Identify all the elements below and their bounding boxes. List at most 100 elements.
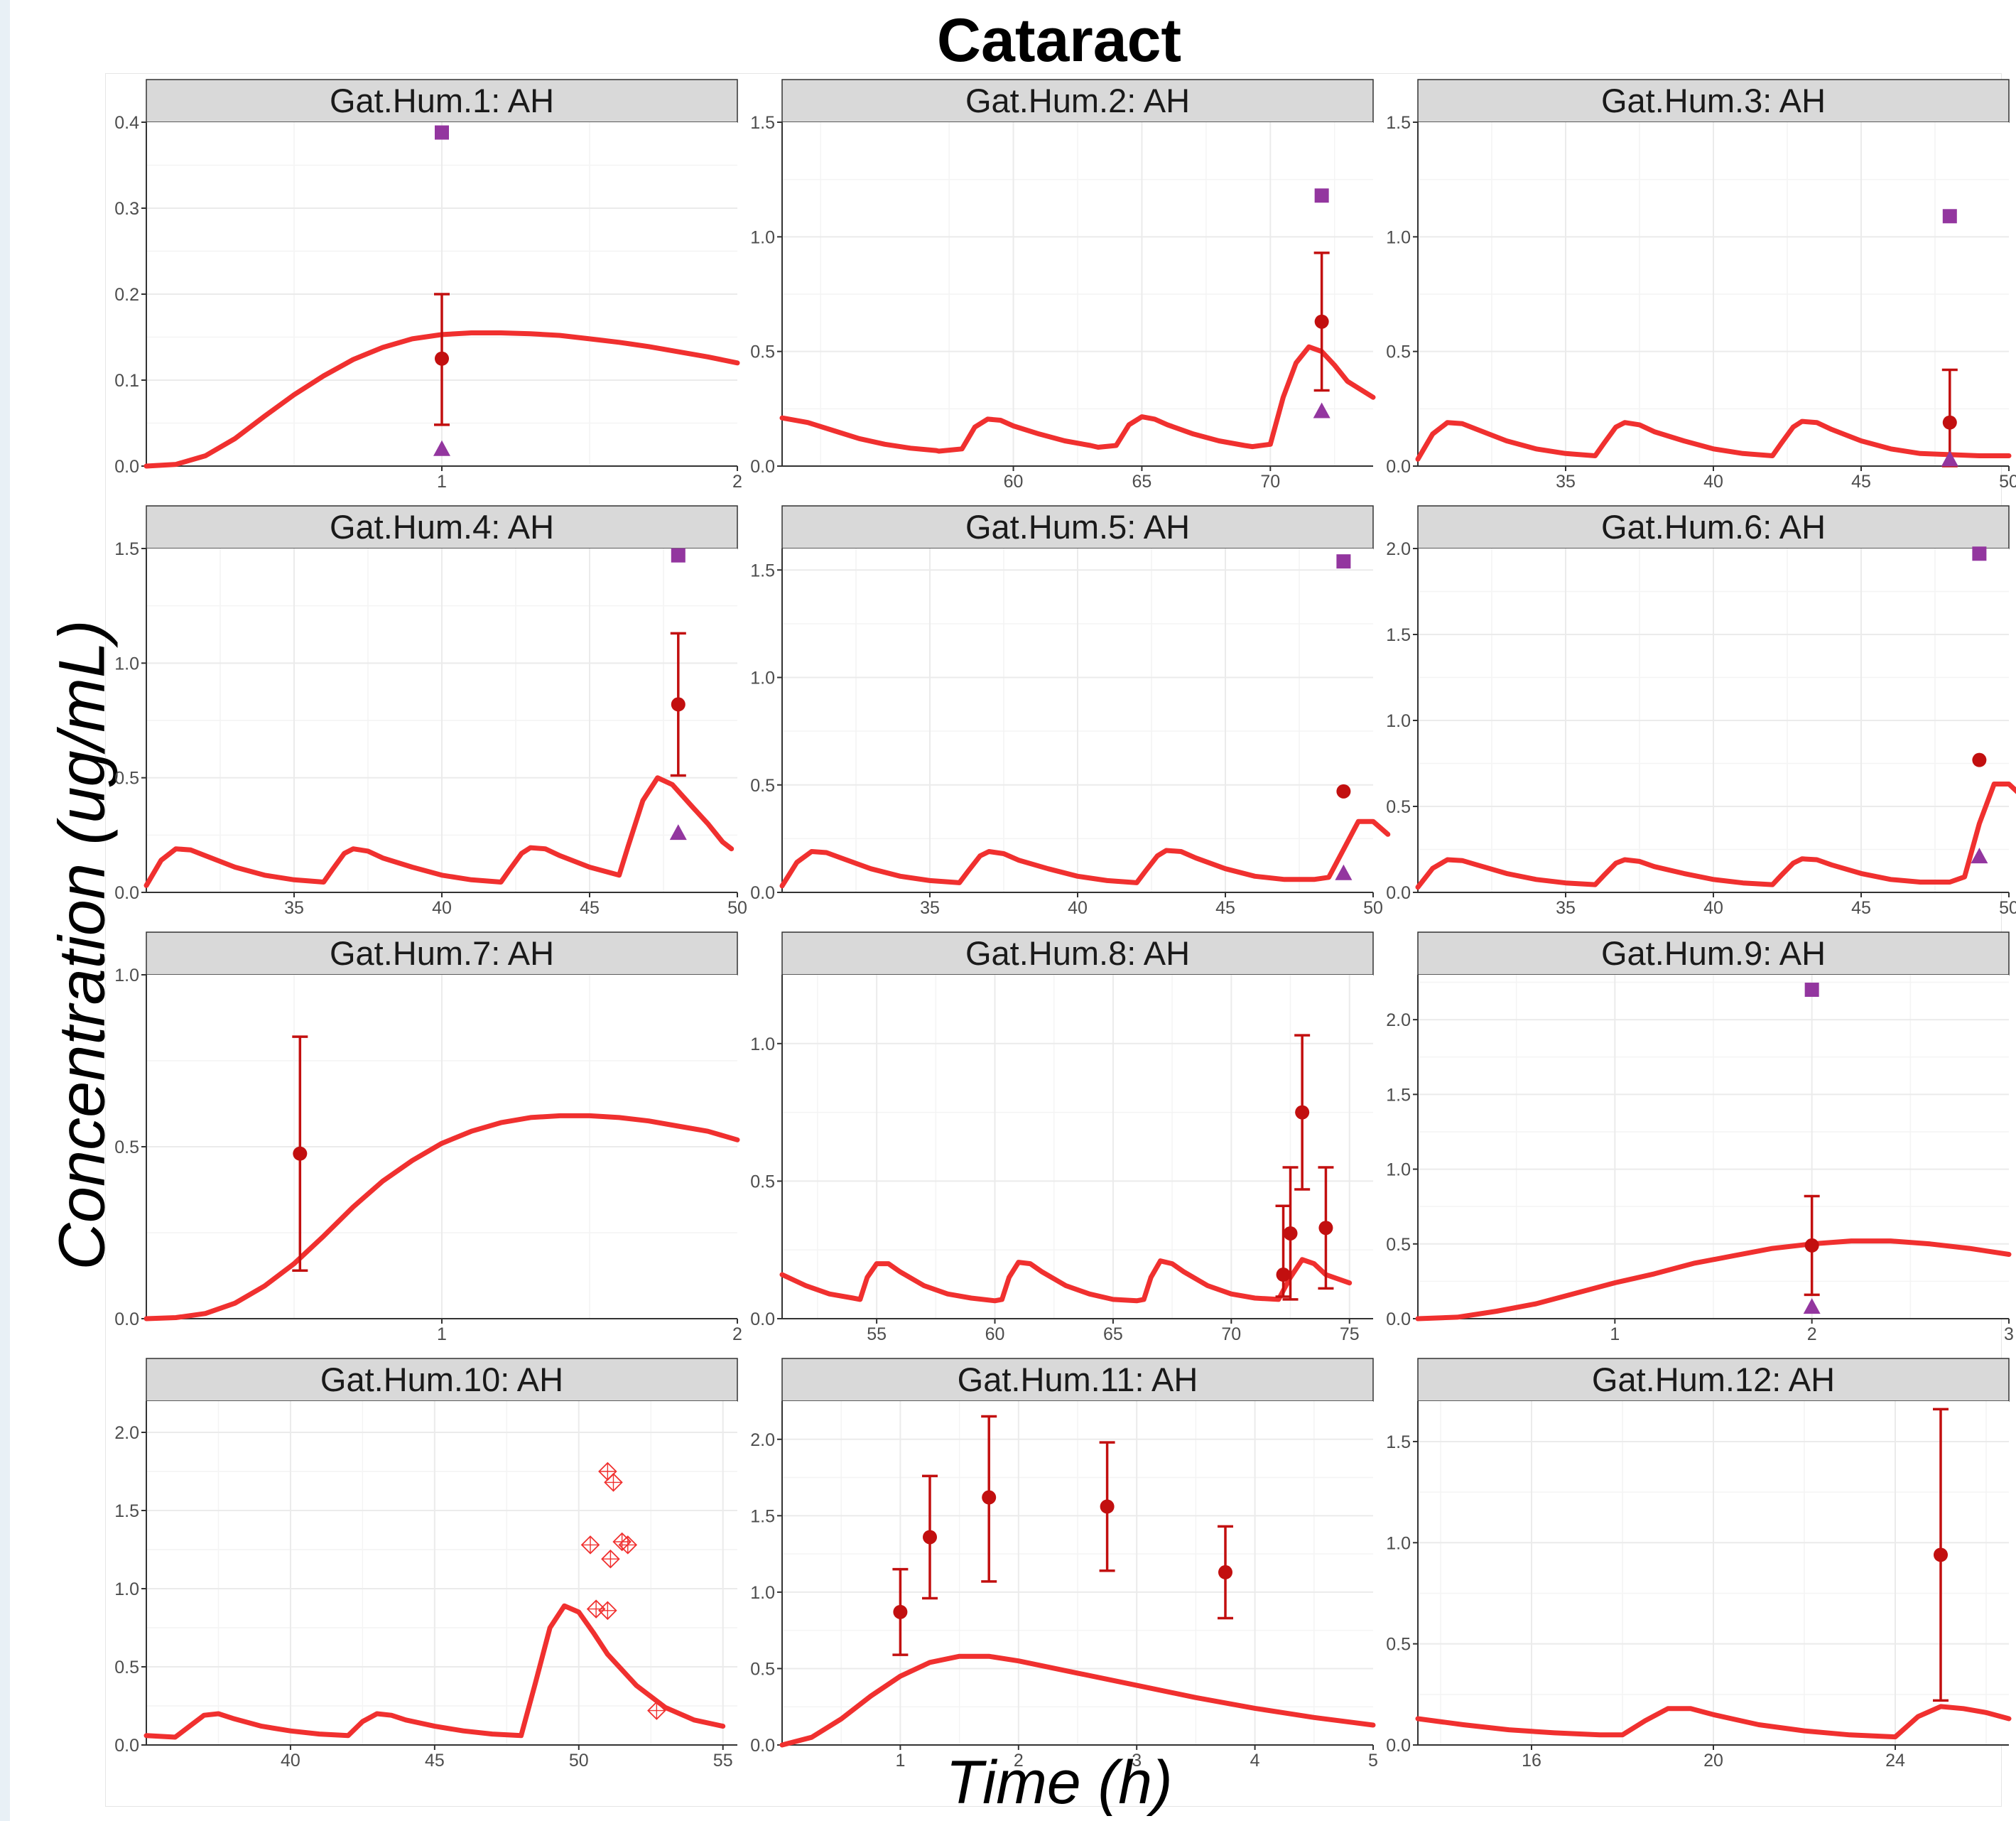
x-tick-label: 35 <box>1556 472 1576 492</box>
y-tick-label: 0.5 <box>750 1172 775 1192</box>
facet-strip <box>1417 505 2010 549</box>
chart-title: Cataract <box>936 6 1182 75</box>
x-tick-label: 40 <box>281 1751 300 1771</box>
observed-point <box>1942 415 1957 430</box>
observed-point <box>1972 752 1987 767</box>
facet-strip <box>781 505 1374 549</box>
x-tick-label: 50 <box>569 1751 589 1771</box>
observed-point <box>1276 1268 1291 1282</box>
y-tick-label: 0.5 <box>750 1659 775 1679</box>
simulation-line <box>143 775 735 888</box>
y-tick-label: 1.0 <box>114 654 139 674</box>
x-tick-label: 3 <box>1132 1751 1142 1771</box>
x-tick-label: 70 <box>1260 472 1280 492</box>
x-tick-label: 55 <box>867 1324 887 1344</box>
facet-strip <box>781 1358 1374 1402</box>
min-triangle-marker <box>1941 450 1958 467</box>
facet-strip <box>146 505 738 549</box>
facet-strip <box>1417 79 2010 123</box>
facet-panel: Gat.Hum.5: AH 35 40 45 50 0.0 0.5 1.0 1.5 <box>750 505 1391 918</box>
x-tick-label: 40 <box>1068 898 1088 918</box>
y-tick-label: 1.5 <box>1386 113 1411 133</box>
x-tick-label: 35 <box>284 898 304 918</box>
x-tick-label: 45 <box>580 898 600 918</box>
simulation-line <box>1415 418 2012 462</box>
simulation-line <box>1415 1238 2012 1322</box>
facet-strip <box>146 931 738 976</box>
y-tick-label: 0.0 <box>114 1736 139 1756</box>
x-tick-label: 60 <box>985 1324 1005 1344</box>
min-triangle-marker <box>433 440 450 456</box>
y-tick-label: 0.0 <box>114 457 139 477</box>
facet-strip <box>146 79 738 123</box>
x-tick-label: 20 <box>1703 1751 1723 1771</box>
x-tick-label: 50 <box>1363 898 1383 918</box>
observed-point <box>293 1146 308 1161</box>
y-tick-label: 0.0 <box>114 883 139 903</box>
x-tick-label: 50 <box>1999 898 2016 918</box>
y-tick-label: 1.0 <box>1386 1160 1411 1180</box>
x-tick-label: 45 <box>425 1751 445 1771</box>
facet-title: Gat.Hum.8: AH <box>965 934 1190 972</box>
x-tick-label: 35 <box>1556 898 1576 918</box>
x-tick-label: 16 <box>1522 1751 1541 1771</box>
y-tick-label: 0.5 <box>750 342 775 362</box>
x-tick-label: 65 <box>1132 472 1152 492</box>
y-tick-label: 0.5 <box>750 776 775 796</box>
max-square-marker <box>1314 188 1329 203</box>
observed-point <box>982 1490 997 1505</box>
observed-point <box>1218 1565 1232 1579</box>
x-tick-label: 40 <box>432 898 452 918</box>
x-tick-label: 45 <box>1851 472 1871 492</box>
x-tick-label: 75 <box>1340 1324 1360 1344</box>
y-tick-label: 1.5 <box>1386 1432 1411 1452</box>
y-tick-label: 1.0 <box>114 1579 139 1599</box>
facet-title: Gat.Hum.12: AH <box>1592 1361 1835 1398</box>
y-tick-label: 1.5 <box>1386 625 1411 645</box>
facet-title: Gat.Hum.3: AH <box>1601 82 1826 119</box>
y-tick-label: 1.5 <box>750 1506 775 1526</box>
facet-title: Gat.Hum.11: AH <box>958 1361 1198 1398</box>
y-tick-label: 0.0 <box>750 1309 775 1329</box>
facet-strip <box>146 1358 738 1402</box>
max-square-marker <box>1336 554 1351 569</box>
y-tick-label: 1.5 <box>114 539 139 559</box>
y-tick-label: 0.5 <box>1386 342 1411 362</box>
y-tick-label: 1.0 <box>1386 711 1411 731</box>
y-tick-label: 1.5 <box>750 561 775 580</box>
observed-point <box>1318 1221 1333 1236</box>
x-tick-label: 70 <box>1221 1324 1241 1344</box>
y-tick-label: 0.3 <box>114 199 139 219</box>
x-tick-label: 2 <box>732 1324 742 1344</box>
y-tick-label: 0.5 <box>1386 797 1411 817</box>
x-tick-label: 50 <box>1999 472 2016 492</box>
x-tick-label: 1 <box>895 1751 905 1771</box>
y-tick-label: 0.1 <box>114 371 139 391</box>
facet-panel: Gat.Hum.11: AH 1 2 3 4 5 0.0 0.5 1.0 1.5 2.0 <box>750 1358 1378 1771</box>
observed-point <box>1934 1547 1948 1562</box>
y-tick-label: 2.0 <box>750 1430 775 1450</box>
y-tick-label: 0.0 <box>1386 1309 1411 1329</box>
facet-strip <box>1417 931 2010 976</box>
simulation-line <box>1415 782 2016 890</box>
min-triangle-marker <box>669 824 687 841</box>
facet-title: Gat.Hum.10: AH <box>320 1361 563 1398</box>
facet-title: Gat.Hum.2: AH <box>965 82 1190 119</box>
observed-point <box>923 1530 937 1545</box>
x-tick-label: 50 <box>727 898 747 918</box>
simulation-line <box>1415 1704 2012 1740</box>
facet-title: Gat.Hum.7: AH <box>330 934 554 972</box>
simulation-line <box>779 1257 1353 1304</box>
max-square-marker <box>435 125 449 140</box>
x-tick-label: 2 <box>1807 1324 1817 1344</box>
y-tick-label: 0.5 <box>1386 1635 1411 1655</box>
min-triangle-marker <box>1971 848 1988 864</box>
y-tick-label: 0.2 <box>114 285 139 305</box>
facet-panel: Gat.Hum.2: AH 60 65 70 0.0 0.5 1.0 1.5 <box>750 79 1376 492</box>
max-square-marker <box>1804 983 1819 998</box>
y-tick-label: 1.0 <box>750 1583 775 1603</box>
facet-title: Gat.Hum.6: AH <box>1601 508 1826 546</box>
window-edge <box>0 0 10 1821</box>
facet-panel: Gat.Hum.10: AH 40 45 50 55 0.0 0.5 1.0 1.5 2.0 <box>114 1358 738 1771</box>
